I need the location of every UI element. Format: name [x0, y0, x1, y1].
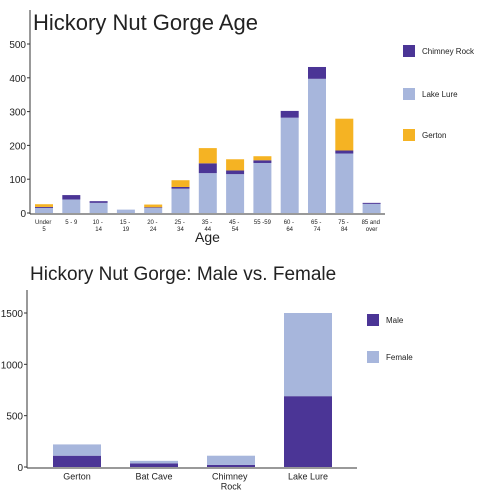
- bar-segment: [144, 204, 163, 208]
- y-tick-label: 500: [9, 40, 26, 51]
- x-tick-label: 75 - 84: [338, 220, 350, 233]
- bar-segment: [53, 455, 101, 467]
- x-tick-label: 65 - 74: [311, 220, 323, 233]
- bar-segment: [226, 170, 245, 175]
- legend-label: Chimney Rock: [422, 47, 475, 56]
- y-tick-label: 0: [20, 209, 26, 220]
- bar-segment: [280, 117, 299, 213]
- bar-segment: [171, 180, 190, 187]
- bar-segment: [198, 163, 217, 174]
- bar-segment: [89, 202, 108, 213]
- bar-segment: [62, 199, 81, 213]
- bar-segment: [35, 204, 53, 207]
- bar-segment: [335, 153, 354, 213]
- bar-segment: [53, 444, 101, 456]
- x-tick-label: Bat Cave: [135, 472, 172, 482]
- x-tick-label: Lake Lure: [288, 472, 328, 482]
- legend-label: Gerton: [422, 131, 446, 140]
- legend-label: Lake Lure: [422, 90, 458, 99]
- legend-label: Female: [386, 353, 413, 362]
- y-tick-label: 200: [9, 141, 26, 152]
- x-tick-label: 35 - 44: [202, 220, 214, 233]
- bar-segment: [35, 206, 53, 208]
- bar-segment: [62, 195, 81, 200]
- bar-segment: [171, 186, 190, 189]
- x-tick-label: 15 - 19: [120, 220, 132, 233]
- bar-segment: [280, 110, 299, 118]
- chart-title: Hickory Nut Gorge Age: [33, 10, 258, 35]
- x-tick-label: 55 -59: [254, 220, 272, 226]
- x-tick-label: 60 - 64: [284, 220, 296, 233]
- x-tick-label: 10 - 14: [93, 220, 105, 233]
- x-tick-label: 85 and over: [362, 220, 382, 233]
- bar-segment: [308, 66, 326, 79]
- bar-segment: [130, 460, 178, 464]
- x-tick-label: 5 - 9: [65, 220, 78, 226]
- bar-segment: [144, 207, 163, 213]
- bar-segment: [207, 464, 255, 467]
- bar-segment: [308, 78, 326, 214]
- bar-segment: [253, 162, 272, 213]
- legend-swatch: [367, 351, 379, 363]
- bar-segment: [130, 463, 178, 467]
- x-tick-label: 45 - 54: [229, 220, 241, 233]
- bar-segment: [284, 396, 332, 467]
- x-tick-label: 25 - 34: [174, 220, 186, 233]
- bar-segment: [362, 203, 381, 213]
- bar-segment: [253, 156, 272, 161]
- bar-segment: [116, 209, 135, 213]
- bar-segment: [198, 173, 217, 213]
- legend-swatch: [367, 314, 379, 326]
- y-tick-label: 500: [6, 412, 23, 423]
- bar-segment: [335, 150, 354, 154]
- legend-swatch: [403, 129, 415, 141]
- bar-segment: [335, 118, 354, 151]
- x-tick-label: 20 - 24: [147, 220, 159, 233]
- x-tick-label: Chimney Rock: [212, 472, 250, 490]
- y-tick-label: 1500: [1, 309, 24, 320]
- legend-label: Male: [386, 316, 404, 325]
- y-tick-label: 400: [9, 74, 26, 85]
- bar-segment: [198, 148, 217, 164]
- bar-segment: [35, 207, 53, 213]
- bar-segment: [207, 455, 255, 465]
- y-tick-label: 100: [9, 175, 26, 186]
- x-tick-label: Under 5: [35, 220, 53, 233]
- chart-title: Hickory Nut Gorge: Male vs. Female: [30, 264, 336, 285]
- bar-segment: [144, 207, 163, 208]
- bar-segment: [226, 174, 245, 213]
- x-tick-label: Gerton: [63, 472, 91, 482]
- legend-swatch: [403, 45, 415, 57]
- y-tick-label: 300: [9, 108, 26, 119]
- bar-segment: [226, 159, 245, 171]
- legend-swatch: [403, 88, 415, 100]
- bar-segment: [89, 201, 108, 203]
- bar-segment: [284, 313, 332, 397]
- x-axis-label: Age: [195, 229, 220, 245]
- y-tick-label: 1000: [1, 360, 24, 371]
- bar-segment: [253, 160, 272, 163]
- y-tick-label: 0: [17, 463, 23, 474]
- bar-segment: [171, 188, 190, 213]
- bar-segment: [362, 202, 381, 204]
